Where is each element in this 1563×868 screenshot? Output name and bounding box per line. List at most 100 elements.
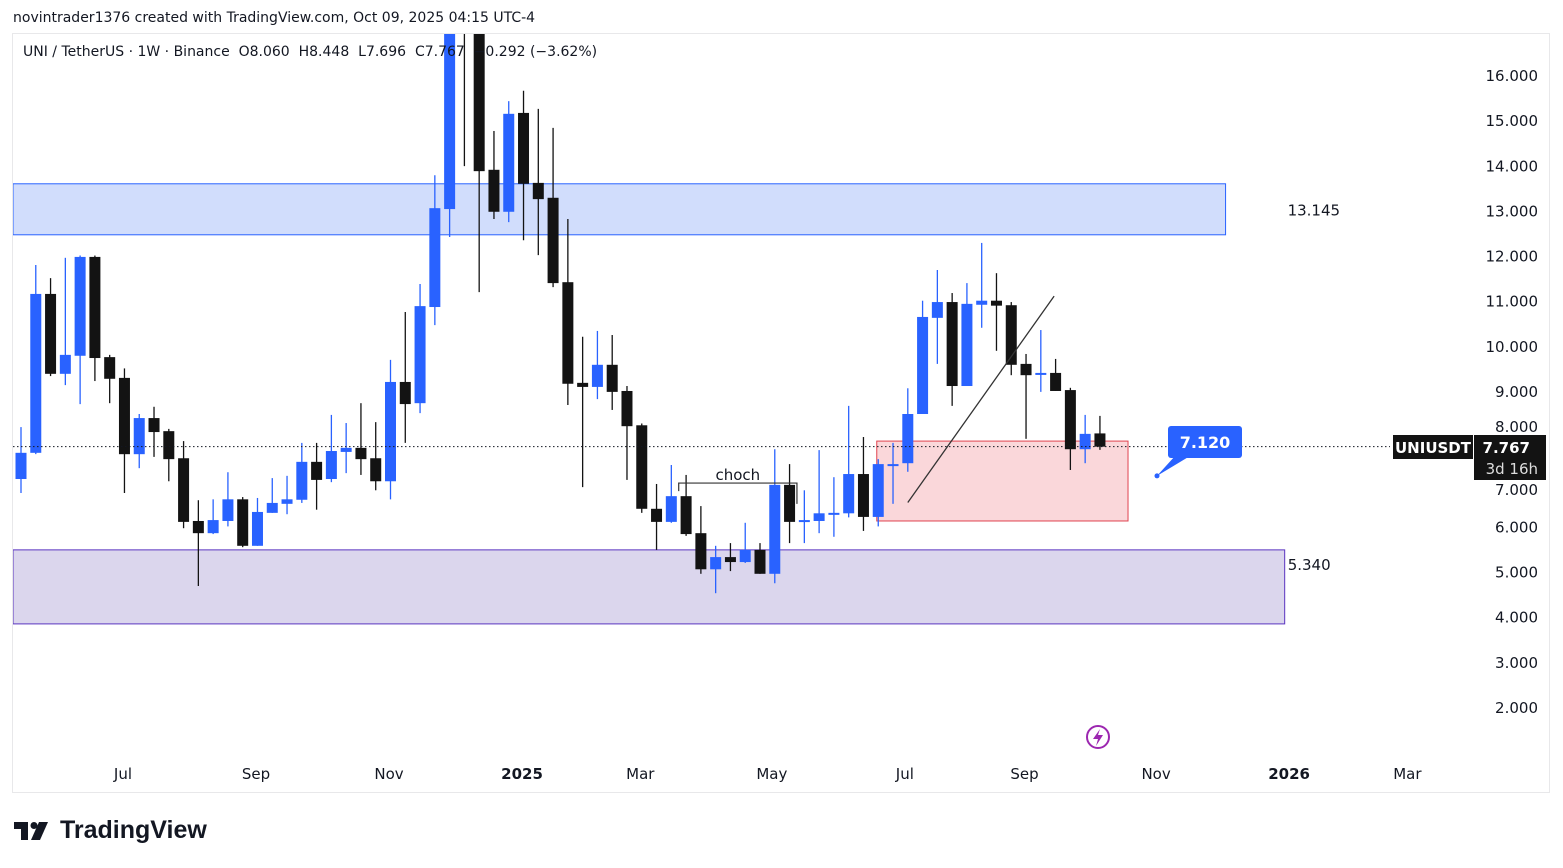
candle-body: [710, 557, 722, 570]
x-tick-label: 2025: [501, 765, 543, 783]
candle-body: [990, 300, 1002, 306]
candle: [74, 255, 86, 405]
candle: [843, 405, 855, 518]
candle-body: [577, 382, 589, 387]
symbol-legend: UNI / TetherUS · 1W · Binance O8.060 H8.…: [23, 44, 597, 60]
y-tick-label: 6.000: [1495, 518, 1538, 536]
chart-frame[interactable]: [12, 33, 1550, 793]
candle: [133, 414, 145, 469]
y-tick-label: 11.000: [1486, 293, 1539, 311]
candle-body: [606, 364, 618, 392]
x-tick-label: Jul: [895, 765, 914, 783]
candle-body: [917, 316, 929, 415]
candle: [1064, 387, 1076, 470]
candle-body: [488, 169, 500, 212]
candle: [340, 423, 352, 474]
candle-body: [961, 303, 973, 387]
candle: [281, 475, 293, 515]
candle: [872, 459, 884, 527]
tradingview-logo-icon: [14, 821, 48, 840]
candle-body: [887, 464, 899, 467]
candle: [237, 497, 249, 548]
candle: [1079, 414, 1091, 464]
candle-body: [45, 293, 57, 374]
y-tick-label: 2.000: [1495, 699, 1538, 717]
candle-body: [946, 302, 958, 387]
candle-body: [651, 508, 663, 522]
candle: [739, 522, 751, 563]
candle: [222, 472, 234, 527]
candle-body: [813, 513, 825, 521]
legend-close: C7.767: [414, 44, 465, 60]
trendline: [907, 295, 1055, 503]
candle: [990, 273, 1002, 351]
countdown-label-text: 3d 16h: [1486, 460, 1538, 478]
legend-high: H8.448: [298, 44, 350, 60]
candle-body: [237, 499, 249, 546]
legend-low: L7.696: [358, 44, 407, 60]
candle: [547, 127, 559, 288]
callout-tail: [1157, 456, 1190, 476]
candle: [488, 130, 500, 219]
y-tick-label: 15.000: [1486, 112, 1539, 130]
candle: [59, 257, 71, 386]
candle: [577, 336, 589, 488]
candle-body: [59, 354, 71, 374]
x-tick-label: 2026: [1268, 765, 1310, 783]
candle: [828, 477, 840, 537]
candle: [503, 101, 515, 223]
y-tick-label: 8.000: [1495, 418, 1538, 436]
candle: [665, 465, 677, 523]
candle-body: [769, 484, 781, 574]
symbol-label-box: [1393, 435, 1473, 459]
x-tick-label: Nov: [374, 765, 403, 783]
y-tick-label: 9.000: [1495, 383, 1538, 401]
candle: [695, 506, 707, 574]
candle-body: [532, 182, 544, 200]
candle: [621, 386, 633, 480]
price-label-box: [1474, 435, 1546, 480]
candle-body: [89, 256, 101, 359]
candle: [414, 283, 426, 414]
candle-body: [74, 256, 86, 356]
y-tick-label: 13.000: [1486, 202, 1539, 220]
y-tick-label: 3.000: [1495, 654, 1538, 672]
legend-open: O8.060: [238, 44, 290, 60]
candle: [887, 442, 899, 504]
tradingview-logo[interactable]: TradingView: [14, 816, 207, 845]
demand-zone-label: 5.340: [1288, 556, 1331, 574]
candle-body: [385, 381, 396, 482]
candle-body: [636, 425, 648, 509]
candle: [813, 450, 825, 534]
candle-body: [591, 364, 603, 387]
legend-change: −0.292 (−3.62%): [473, 44, 598, 60]
x-tick-label: Jul: [113, 765, 132, 783]
candle-body: [503, 113, 515, 212]
candle: [1094, 415, 1106, 450]
candle-body: [459, 0, 470, 3]
candle: [104, 354, 116, 404]
candle: [1035, 330, 1047, 392]
candle-body: [192, 520, 204, 534]
y-tick-label: 5.000: [1495, 564, 1538, 582]
candle-body: [798, 520, 810, 523]
callout-bubble: [1168, 426, 1242, 458]
candle-body: [281, 499, 293, 504]
candle-body: [414, 306, 426, 404]
candle: [724, 543, 736, 572]
callout-text: 7.120: [1180, 433, 1231, 452]
candle: [562, 218, 574, 405]
candle-body: [251, 511, 263, 546]
candle-body: [665, 496, 677, 522]
order-block: [876, 440, 1129, 522]
candle: [251, 497, 263, 546]
candle: [15, 427, 27, 493]
lightning-icon[interactable]: [1086, 725, 1110, 749]
candle: [606, 335, 618, 410]
candle-body: [784, 484, 796, 522]
candle-body: [621, 390, 633, 427]
candle: [325, 414, 337, 483]
candle-body: [118, 377, 130, 455]
x-tick-label: Sep: [242, 765, 270, 783]
